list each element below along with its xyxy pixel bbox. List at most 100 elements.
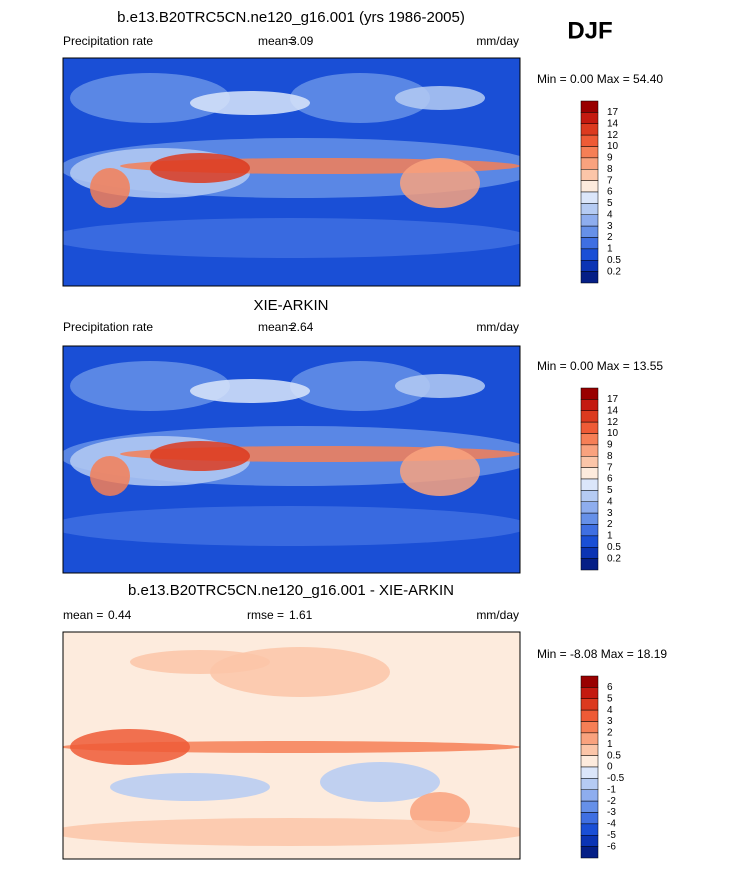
colorbar-box xyxy=(580,225,599,238)
map-field xyxy=(130,650,270,674)
map-field xyxy=(70,73,230,123)
colorbar-label: 2 xyxy=(607,232,613,243)
map-field xyxy=(400,446,480,496)
stat-label: mean= xyxy=(258,320,295,334)
colorbar-box xyxy=(580,501,599,514)
colorbar-box xyxy=(580,755,599,768)
colorbar-box xyxy=(580,214,599,227)
colorbar-box xyxy=(580,433,599,446)
season-label: DJF xyxy=(567,17,612,44)
stat-label: rmse = xyxy=(247,608,284,622)
colorbar-box xyxy=(580,123,599,136)
colorbar-label: 3 xyxy=(607,221,613,232)
map xyxy=(63,346,520,573)
colorbar-box xyxy=(580,687,599,699)
map-field xyxy=(290,361,430,411)
colorbar-box xyxy=(580,823,599,836)
colorbar-label: 1 xyxy=(607,531,613,542)
colorbar-box xyxy=(580,444,599,457)
map-field xyxy=(70,729,190,765)
colorbar-label: -5 xyxy=(607,830,616,841)
colorbar-box xyxy=(580,547,599,559)
colorbar-label: 3 xyxy=(607,716,613,727)
colorbar-label: 4 xyxy=(607,705,613,716)
units: mm/day xyxy=(476,34,519,48)
colorbar-box xyxy=(580,399,599,411)
colorbar-label: 0.2 xyxy=(607,266,621,277)
stat-value: 1.61 xyxy=(289,608,313,622)
colorbar-label: 8 xyxy=(607,164,613,175)
map-field xyxy=(110,773,270,801)
colorbar-box xyxy=(580,846,599,859)
colorbar-label: 17 xyxy=(607,107,619,118)
colorbar-box xyxy=(580,698,599,711)
colorbar-label: 3 xyxy=(607,508,613,519)
colorbar-label: 14 xyxy=(607,118,619,129)
colorbar-label: -1 xyxy=(607,784,616,795)
map xyxy=(63,58,520,286)
left-label: Precipitation rate xyxy=(63,34,153,48)
colorbar-label: -3 xyxy=(607,807,616,818)
colorbar-box xyxy=(580,248,599,261)
colorbar-box xyxy=(580,721,599,734)
map xyxy=(63,632,520,859)
colorbar-label: 12 xyxy=(607,417,619,428)
colorbar-label: 0.5 xyxy=(607,542,621,553)
colorbar-label: 9 xyxy=(607,440,613,451)
stat-value: 2.64 xyxy=(290,320,314,334)
map-field xyxy=(90,168,130,208)
colorbar-box xyxy=(580,709,599,722)
colorbar-box xyxy=(580,203,599,215)
colorbar-box xyxy=(580,271,599,284)
colorbar-box xyxy=(580,675,599,688)
colorbar-label: 2 xyxy=(607,728,613,739)
colorbar-label: 14 xyxy=(607,405,619,416)
colorbar-label: 1 xyxy=(607,739,613,750)
colorbar-box xyxy=(580,800,599,813)
colorbar-label: 10 xyxy=(607,141,619,152)
map-field xyxy=(63,818,520,846)
colorbar-label: 5 xyxy=(607,485,613,496)
colorbar-label: 9 xyxy=(607,153,613,164)
colorbar-box xyxy=(580,812,599,825)
colorbar-label: 12 xyxy=(607,130,619,141)
colorbar-box xyxy=(580,180,599,193)
map-field xyxy=(320,762,440,802)
colorbar-box xyxy=(580,558,599,571)
colorbar-label: 10 xyxy=(607,428,619,439)
colorbar-box xyxy=(580,237,599,250)
colorbar-box xyxy=(580,410,599,423)
map-field xyxy=(63,506,520,546)
min-max: Min = 0.00 Max = 13.55 xyxy=(537,359,663,373)
colorbar-box xyxy=(580,387,599,400)
colorbar-box xyxy=(580,169,599,181)
min-max: Min = 0.00 Max = 54.40 xyxy=(537,72,663,86)
colorbar-box xyxy=(580,134,599,147)
left-label: Precipitation rate xyxy=(63,320,153,334)
map-field xyxy=(90,456,130,496)
colorbar-label: 4 xyxy=(607,496,613,507)
colorbar-box xyxy=(580,146,599,159)
colorbar-label: 7 xyxy=(607,175,613,186)
colorbar-label: 6 xyxy=(607,474,613,485)
colorbar-label: 5 xyxy=(607,693,613,704)
panel-title: b.e13.B20TRC5CN.ne120_g16.001 (yrs 1986-… xyxy=(117,9,465,26)
map-field xyxy=(150,153,250,183)
colorbar-label: 17 xyxy=(607,394,619,405)
map-field xyxy=(190,379,310,403)
colorbar-box xyxy=(580,744,599,756)
colorbar-box xyxy=(580,467,599,480)
colorbar-box xyxy=(580,260,599,272)
min-max: Min = -8.08 Max = 18.19 xyxy=(537,647,667,661)
panel-title: b.e13.B20TRC5CN.ne120_g16.001 - XIE-ARKI… xyxy=(128,582,454,599)
colorbar-label: 2 xyxy=(607,519,613,530)
colorbar-box xyxy=(580,112,599,124)
map-field xyxy=(190,91,310,115)
map-field xyxy=(150,441,250,471)
colorbar-box xyxy=(580,478,599,491)
map-frame xyxy=(62,57,521,287)
colorbar-label: 0.2 xyxy=(607,553,621,564)
map-field xyxy=(395,374,485,398)
colorbar-box xyxy=(580,835,599,847)
